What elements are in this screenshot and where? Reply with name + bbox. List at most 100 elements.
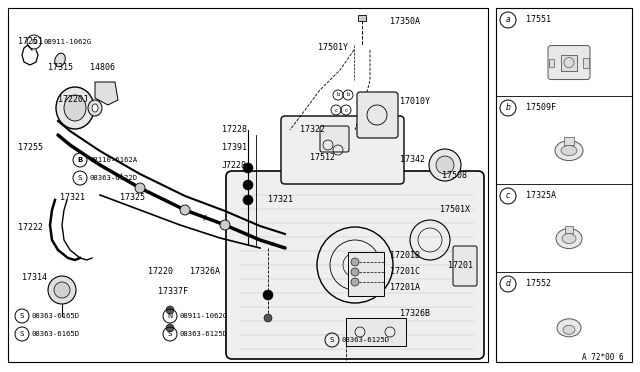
Ellipse shape	[561, 145, 577, 155]
Text: 17228: 17228	[222, 125, 247, 135]
Text: 17322: 17322	[300, 125, 325, 135]
Circle shape	[429, 149, 461, 181]
Text: N: N	[168, 313, 173, 319]
Text: 17201B: 17201B	[390, 251, 420, 260]
Ellipse shape	[92, 104, 98, 112]
Text: a: a	[506, 16, 510, 25]
Text: 17508: 17508	[442, 170, 467, 180]
Circle shape	[436, 156, 454, 174]
Bar	[496, 8, 632, 362]
Bar	[358, 15, 366, 21]
Text: 14806: 14806	[90, 64, 115, 73]
Text: 17326A: 17326A	[190, 267, 220, 276]
Circle shape	[220, 220, 230, 230]
Ellipse shape	[562, 234, 576, 244]
FancyBboxPatch shape	[357, 92, 398, 138]
Ellipse shape	[56, 87, 94, 129]
Text: 17201: 17201	[448, 260, 473, 269]
Circle shape	[351, 278, 359, 286]
Circle shape	[263, 290, 273, 300]
Text: 17314: 17314	[22, 273, 47, 282]
FancyBboxPatch shape	[320, 126, 349, 152]
Text: 17501X: 17501X	[440, 205, 470, 215]
Text: 08363-6165D: 08363-6165D	[31, 313, 79, 319]
Circle shape	[351, 258, 359, 266]
Text: N: N	[31, 39, 36, 45]
Text: b: b	[506, 103, 511, 112]
Bar	[561, 55, 577, 71]
Circle shape	[243, 163, 253, 173]
Bar	[8, 8, 488, 362]
Circle shape	[243, 180, 253, 190]
Text: 17552: 17552	[526, 279, 551, 289]
Circle shape	[243, 195, 253, 205]
Text: 17201C: 17201C	[390, 267, 420, 276]
Text: 17325: 17325	[120, 193, 145, 202]
Text: B: B	[77, 157, 83, 163]
Text: 17551: 17551	[526, 16, 551, 25]
Text: 17342: 17342	[400, 155, 425, 164]
Text: 08911-1062G: 08911-1062G	[43, 39, 91, 45]
Text: 08363-6122D: 08363-6122D	[89, 175, 137, 181]
Ellipse shape	[563, 325, 575, 334]
Text: 17010Y: 17010Y	[400, 97, 430, 106]
Text: 17201A: 17201A	[390, 283, 420, 292]
Text: d: d	[506, 279, 511, 289]
Text: 08110-6162A: 08110-6162A	[89, 157, 137, 163]
Text: 17325A: 17325A	[526, 192, 556, 201]
Text: 17509F: 17509F	[526, 103, 556, 112]
Ellipse shape	[55, 53, 65, 67]
Circle shape	[351, 268, 359, 276]
Text: 08911-1062G: 08911-1062G	[179, 313, 227, 319]
Text: c: c	[344, 108, 348, 112]
Text: 17391: 17391	[222, 144, 247, 153]
Text: c: c	[506, 192, 510, 201]
Ellipse shape	[88, 100, 102, 116]
Text: 17220: 17220	[148, 267, 173, 276]
Text: 17222: 17222	[18, 224, 43, 232]
Bar	[564, 137, 574, 145]
Polygon shape	[95, 82, 118, 105]
Text: 17251: 17251	[18, 38, 43, 46]
Text: c: c	[335, 108, 337, 112]
Text: 17350A: 17350A	[390, 17, 420, 26]
FancyBboxPatch shape	[226, 171, 484, 359]
Text: b: b	[336, 93, 340, 97]
Text: 17337F: 17337F	[158, 288, 188, 296]
Text: 17326B: 17326B	[400, 310, 430, 318]
Text: 17321: 17321	[60, 193, 85, 202]
Bar	[583, 58, 589, 68]
Text: 17321: 17321	[268, 196, 293, 205]
Circle shape	[180, 205, 190, 215]
Circle shape	[135, 183, 145, 193]
Text: b: b	[346, 93, 349, 97]
Circle shape	[166, 324, 174, 332]
Text: S: S	[78, 175, 82, 181]
Text: S: S	[330, 337, 334, 343]
Bar	[565, 225, 573, 232]
Text: 17512: 17512	[310, 154, 335, 163]
Ellipse shape	[556, 228, 582, 248]
Text: J7228: J7228	[222, 161, 247, 170]
Bar	[346, 318, 406, 346]
Text: S: S	[168, 331, 172, 337]
Bar	[549, 58, 554, 67]
Text: 08363-6125D: 08363-6125D	[341, 337, 389, 343]
Circle shape	[166, 306, 174, 314]
FancyBboxPatch shape	[548, 45, 590, 80]
Text: 17255: 17255	[18, 144, 43, 153]
Ellipse shape	[64, 95, 86, 121]
Ellipse shape	[555, 141, 583, 161]
Circle shape	[54, 282, 70, 298]
Text: S: S	[20, 313, 24, 319]
Bar	[348, 252, 384, 296]
Text: 17220J: 17220J	[58, 96, 88, 105]
Polygon shape	[230, 175, 480, 355]
Circle shape	[48, 276, 76, 304]
Text: S: S	[20, 331, 24, 337]
FancyBboxPatch shape	[453, 246, 477, 286]
Text: 08363-6125D: 08363-6125D	[179, 331, 227, 337]
Text: A 72*00 6: A 72*00 6	[582, 353, 624, 362]
Text: 17315: 17315	[48, 64, 73, 73]
FancyBboxPatch shape	[281, 116, 404, 184]
